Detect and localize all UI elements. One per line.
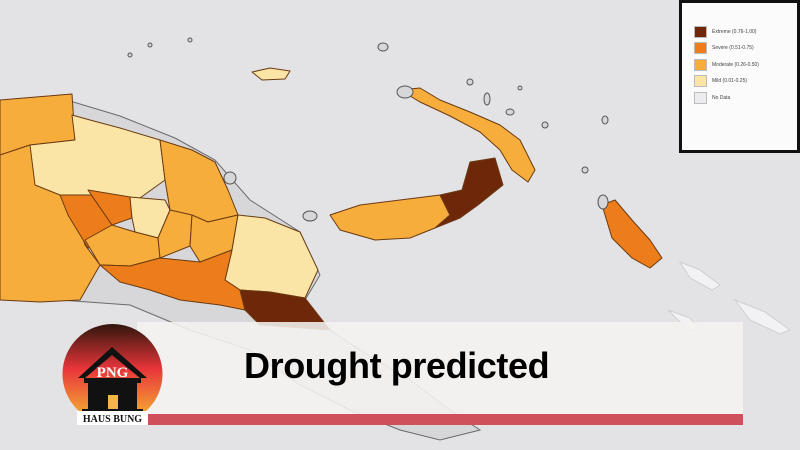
roof-icon: [78, 347, 147, 378]
banner-accent-line: [137, 414, 743, 425]
legend-swatch: [694, 58, 707, 71]
legend-label: No Data: [712, 94, 731, 101]
headline-title: Drought predicted: [244, 345, 550, 386]
haus-bung-logo: PNG HAUS BUNG: [62, 324, 163, 425]
legend-swatch: [694, 25, 707, 38]
legend-item-extreme: Extreme (0.76-1.00): [694, 25, 791, 38]
legend-item-no-data: No Data: [694, 91, 791, 104]
region-east-new-britain: [434, 157, 504, 229]
logo-subtext: HAUS BUNG: [83, 414, 142, 425]
legend-label: Mild (0.01-0.25): [712, 78, 748, 84]
map-legend: Extreme (0.76-1.00) Severe (0.51-0.75) M…: [679, 0, 800, 153]
logo-text: PNG: [97, 365, 129, 381]
legend-label: Moderate (0.26-0.50): [712, 61, 759, 68]
legend-item-severe: Severe (0.51-0.75): [694, 42, 791, 55]
legend-item-mild: Mild (0.01-0.25): [694, 75, 791, 88]
headline-banner: [137, 322, 743, 424]
legend-swatch: [694, 75, 707, 87]
legend-swatch: [694, 91, 707, 104]
region-new-ireland: [399, 87, 536, 183]
legend-item-moderate: Moderate (0.26-0.50): [694, 58, 791, 71]
legend-label: Extreme (0.76-1.00): [712, 28, 757, 35]
legend-swatch: [694, 42, 707, 54]
region-bougainville: [601, 199, 663, 269]
sunset-circle: [62, 324, 163, 424]
region-manus: [251, 67, 291, 81]
legend-label: Severe (0.51-0.75): [712, 45, 754, 51]
minor-islands: [127, 37, 609, 222]
